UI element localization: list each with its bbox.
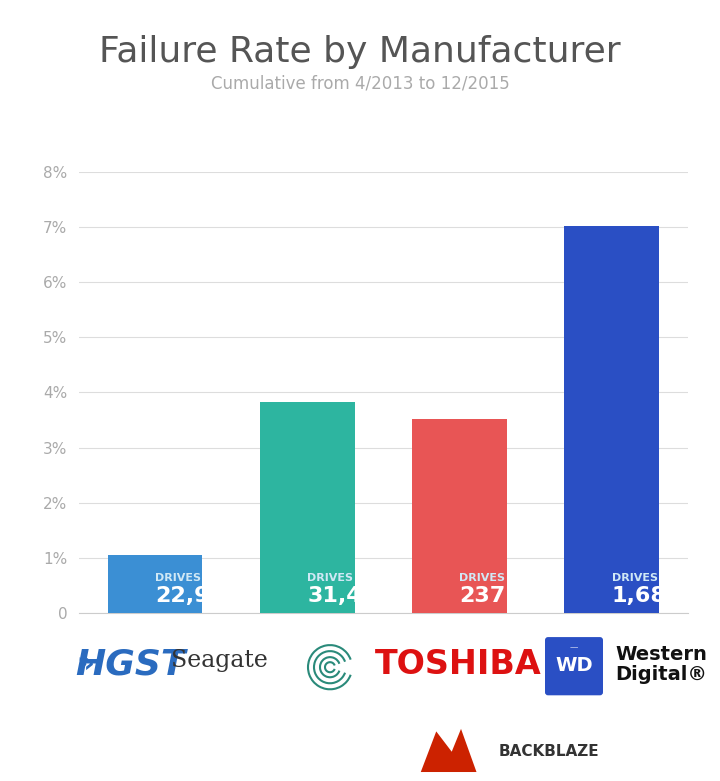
Text: Western: Western [615,644,707,664]
Text: —: — [570,644,578,653]
Polygon shape [420,729,477,772]
Bar [260,402,354,613]
FancyBboxPatch shape [545,637,603,695]
Text: DRIVES: DRIVES [156,572,202,583]
Text: Seagate: Seagate [171,649,268,672]
Text: 237: 237 [459,587,505,607]
Text: WD: WD [555,656,593,675]
Text: BACKBLAZE: BACKBLAZE [498,744,599,759]
Bar [108,555,202,613]
Text: TOSHIBA: TOSHIBA [374,647,541,681]
Text: DRIVES: DRIVES [307,572,354,583]
Text: Digital®: Digital® [615,665,707,683]
Text: »: » [76,651,94,678]
Text: Failure Rate by Manufacturer: Failure Rate by Manufacturer [99,35,621,70]
Text: HGST: HGST [75,647,185,681]
Bar [413,419,507,613]
Text: DRIVES: DRIVES [459,572,505,583]
Text: Cumulative from 4/2013 to 12/2015: Cumulative from 4/2013 to 12/2015 [211,74,509,92]
Text: 31,400: 31,400 [307,587,393,607]
Text: DRIVES: DRIVES [611,572,657,583]
Text: 22,905: 22,905 [156,587,240,607]
Text: 1,681: 1,681 [611,587,682,607]
Bar [564,226,659,613]
